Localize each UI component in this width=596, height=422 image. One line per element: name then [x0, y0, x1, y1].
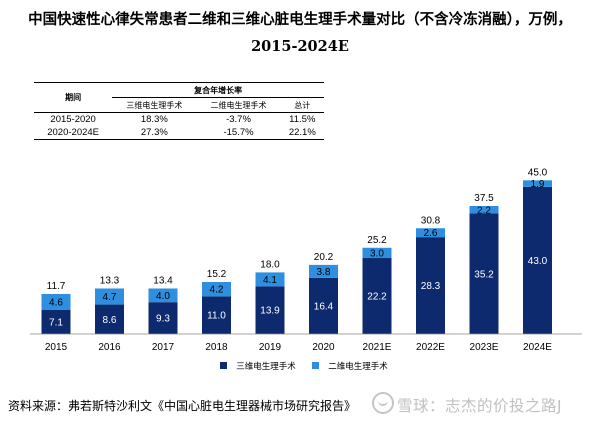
data-label-3d: 16.4 [314, 301, 334, 312]
bar-3d-segment [148, 302, 178, 334]
bar-3d-segment [202, 296, 231, 334]
legend-swatch-3d [220, 362, 227, 369]
data-label-2d: 4.6 [49, 297, 63, 308]
x-tick-label: 2016 [98, 342, 121, 353]
total-label: 18.0 [260, 259, 280, 270]
bar-2d-segment [309, 264, 338, 278]
period-header: 期间 [34, 82, 113, 113]
table-row: 2020-2024E 27.3% -15.7% 22.1% [34, 126, 324, 140]
watermark-text: 雪球：志杰的价投之路J [397, 397, 563, 415]
x-tick-label: 2019 [259, 342, 282, 353]
data-label-2d: 2.6 [424, 228, 438, 239]
source-note: 资料来源：弗若斯特沙利文《中国心脏电生理器械市场研究报告》 [8, 399, 357, 413]
table-row: 2015-2020 18.3% -3.7% 11.5% [34, 112, 324, 126]
table-cell: 27.3% [112, 126, 197, 140]
data-label-3d: 28.3 [421, 281, 441, 292]
watermark: 雪球：志杰的价投之路J [372, 392, 562, 416]
bar-2d-segment [202, 281, 231, 297]
data-label-2d: 1.9 [531, 179, 545, 190]
bar-2d-segment [469, 206, 499, 214]
total-label: 37.5 [474, 193, 494, 204]
total-label: 15.2 [207, 269, 227, 280]
x-tick-label: 2020 [312, 342, 335, 353]
x-tick-label: 2015 [45, 342, 68, 353]
x-tick-label: 2017 [152, 342, 175, 353]
data-label-2d: 3.0 [370, 248, 384, 259]
data-label-3d: 9.3 [156, 314, 170, 325]
data-label-3d: 35.2 [474, 269, 494, 280]
column-header: 总计 [294, 100, 311, 110]
table-cell: -15.7% [196, 126, 281, 140]
data-label-2d: 2.2 [477, 205, 491, 216]
legend-label-3d: 三维电生理手术 [236, 361, 296, 371]
data-label-2d: 4.7 [103, 292, 117, 303]
bar-2d-segment [255, 272, 285, 287]
page-title: 中国快速性心律失常患者二维和三维心脏电生理手术量对比（不含冷冻消融），万例，20… [28, 11, 572, 55]
total-label: 45.0 [528, 167, 548, 178]
table-cell-period: 2020-2024E [34, 126, 113, 140]
bar-2d-segment [148, 288, 178, 303]
column-header: 三维电生理手术 [126, 100, 183, 110]
bar-3d-segment [309, 277, 338, 334]
column-header: 二维电生理手术 [210, 100, 267, 110]
table-cell: 18.3% [112, 112, 197, 126]
bar-2d-segment [95, 288, 124, 305]
bar-3d-segment [41, 309, 71, 334]
x-tick-label: 2022E [416, 342, 445, 353]
table-cell: 22.1% [280, 126, 324, 140]
data-label-3d: 22.2 [367, 292, 387, 303]
x-tick-label: 2023E [470, 342, 499, 353]
data-label-3d: 11.0 [207, 311, 226, 322]
data-label-2d: 4.1 [263, 275, 277, 286]
legend-label-2d: 二维电生理手术 [328, 361, 388, 371]
total-label: 13.3 [100, 275, 120, 286]
bar-3d-segment [362, 258, 392, 334]
x-tick-label: 2024E [523, 342, 552, 353]
bar-2d-segment [416, 228, 445, 238]
bar-3d-segment [469, 213, 499, 334]
bar-2d-segment [41, 293, 71, 310]
total-label: 13.4 [153, 275, 173, 286]
bar-2d-segment [362, 247, 392, 259]
snowball-logo-icon [372, 392, 394, 414]
stacked-bar-chart: 7.1 4.6 11.7 2015 8.6 4.7 13.3 2016 9.3 4.0 13.4 20… [30, 167, 582, 371]
bar-3d-segment [95, 304, 124, 334]
data-label-2d: 4.0 [156, 291, 170, 302]
x-tick-label: 2018 [205, 342, 228, 353]
total-label: 20.2 [314, 252, 334, 263]
cagr-table: 期间 复合年增长率 三维电生理手术 二维电生理手术 总计 2015-2020 1… [34, 82, 324, 140]
data-label-3d: 13.9 [260, 306, 280, 317]
bar-3d-segment [523, 186, 552, 334]
data-label-3d: 43.0 [528, 256, 548, 267]
bar-2d-segment [523, 180, 552, 187]
table-cell: 11.5% [280, 112, 324, 126]
data-label-3d: 8.6 [103, 315, 117, 326]
table-cell: -3.7% [196, 112, 281, 126]
total-label: 11.7 [47, 281, 66, 292]
bar-3d-segment [255, 286, 285, 334]
cagr-group-header: 复合年增长率 [112, 82, 324, 98]
x-tick-label: 2021E [363, 342, 392, 353]
total-label: 25.2 [367, 235, 387, 246]
data-label-3d: 7.1 [49, 317, 63, 328]
table-cell-period: 2015-2020 [34, 112, 113, 126]
data-label-2d: 4.2 [210, 285, 224, 296]
total-label: 30.8 [421, 215, 441, 226]
data-label-2d: 3.8 [317, 267, 331, 278]
bar-3d-segment [416, 237, 445, 334]
legend-swatch-2d [312, 362, 319, 369]
